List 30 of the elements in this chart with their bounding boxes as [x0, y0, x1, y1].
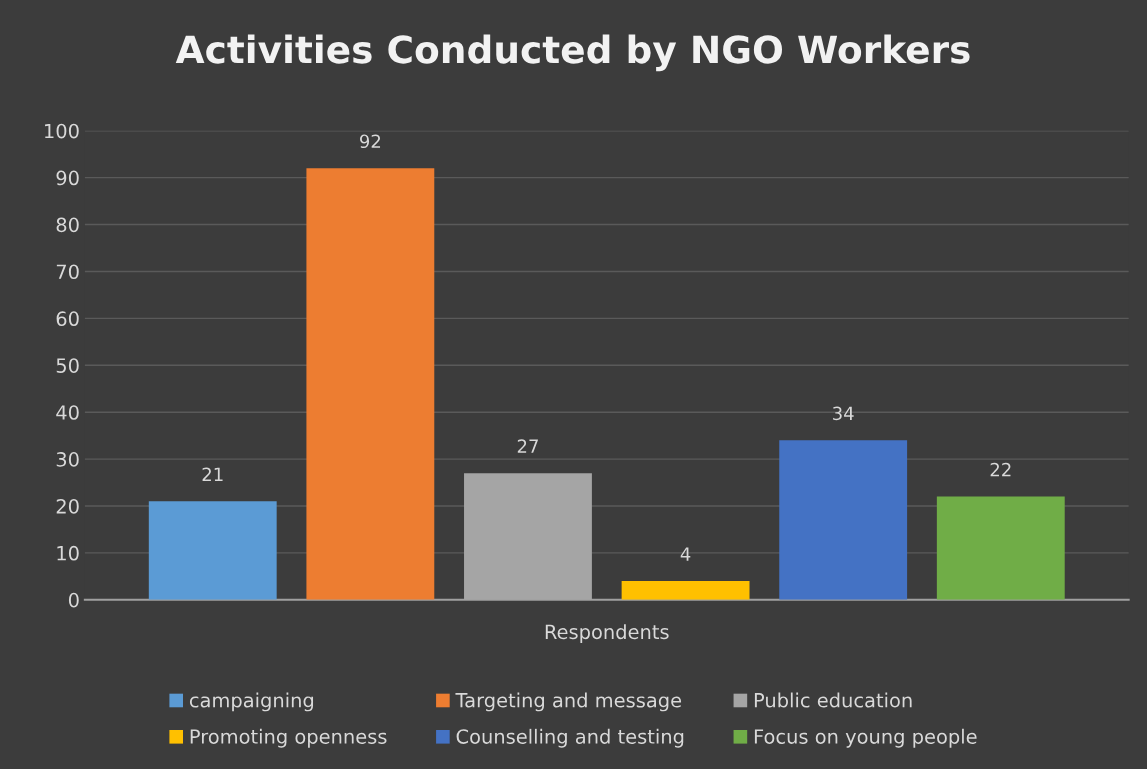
- legend-label: Targeting and message: [455, 692, 682, 712]
- bar: [779, 440, 908, 600]
- y-tick-label: 90: [56, 170, 79, 186]
- legend-label: Public education: [754, 692, 912, 708]
- legend-label: Promoting openness: [190, 728, 387, 748]
- y-tick-label: 0: [68, 592, 79, 608]
- bar: [621, 581, 750, 600]
- y-tick-label: 30: [56, 452, 79, 467]
- legend-label: campaigning: [189, 692, 314, 712]
- bar: [936, 496, 1065, 600]
- x-axis-title: Respondents: [545, 624, 669, 643]
- bar: [148, 501, 277, 600]
- y-tick-label: 50: [56, 358, 79, 373]
- legend-label: Focus on young people: [754, 728, 977, 748]
- legend-label: Counselling and testing: [456, 728, 684, 748]
- y-tick-label: 80: [56, 217, 79, 233]
- data-label: 21: [202, 467, 223, 481]
- y-tick-label: 20: [56, 498, 79, 514]
- y-tick-label: 70: [56, 264, 79, 280]
- y-tick-label: 10: [57, 545, 79, 561]
- chart-title: Activities Conducted by NGO Workers: [175, 34, 970, 72]
- data-label: 22: [990, 462, 1011, 477]
- y-tick-label: 40: [56, 405, 79, 420]
- y-tick-label: 100: [45, 123, 79, 139]
- data-label: 92: [360, 134, 381, 149]
- data-label: 4: [680, 547, 691, 561]
- data-label: 27: [517, 439, 538, 453]
- bar: [306, 168, 435, 600]
- y-tick-label: 60: [56, 311, 79, 327]
- data-label: 34: [833, 406, 854, 421]
